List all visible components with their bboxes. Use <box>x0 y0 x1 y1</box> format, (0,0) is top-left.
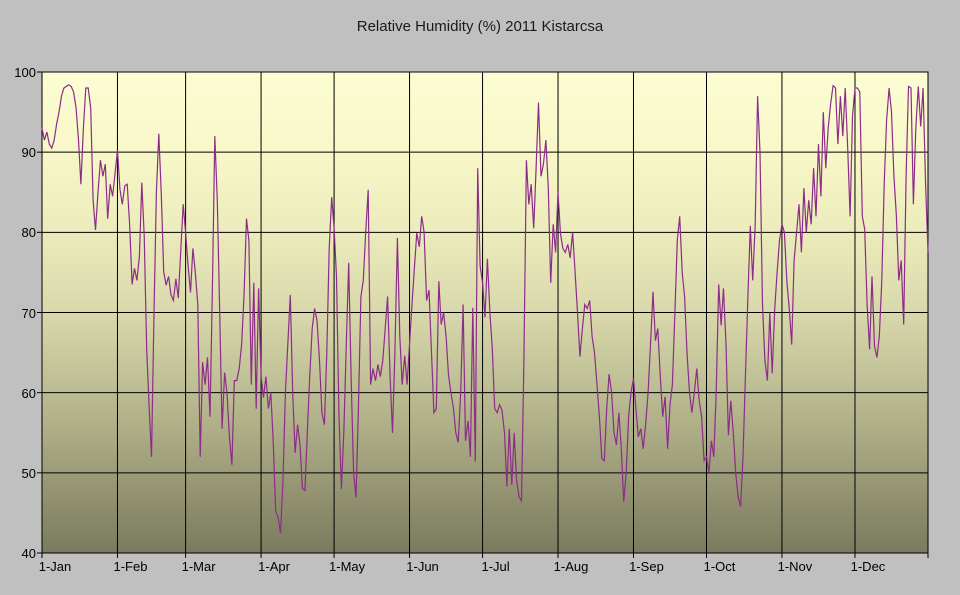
x-axis-label: 1-Jun <box>406 559 439 574</box>
y-axis-label: 40 <box>21 546 36 561</box>
x-axis-label: 1-Oct <box>703 559 736 574</box>
x-axis-label: 1-Dec <box>850 559 886 574</box>
x-axis-label: 1-Nov <box>777 559 813 574</box>
x-axis-label: 1-May <box>329 559 366 574</box>
y-axis-label: 80 <box>21 225 36 241</box>
y-axis-label: 60 <box>21 385 36 401</box>
x-axis-label: 1-Jan <box>38 559 72 574</box>
y-axis-label: 100 <box>14 65 36 80</box>
chart-title: Relative Humidity (%) 2011 Kistarcsa <box>356 18 604 35</box>
x-axis-label: 1-Aug <box>553 559 589 574</box>
y-axis-label: 70 <box>21 305 36 321</box>
y-axis-label: 90 <box>21 145 36 161</box>
y-axis-label: 50 <box>21 465 36 481</box>
x-axis-label: 1-Jul <box>481 559 510 574</box>
x-axis-label: 1-Apr <box>258 559 290 574</box>
x-axis-label: 1-Feb <box>113 559 148 574</box>
x-axis-label: 1-Mar <box>181 559 216 574</box>
humidity-series-line <box>41 84 929 534</box>
x-axis-label: 1-Sep <box>629 559 664 574</box>
